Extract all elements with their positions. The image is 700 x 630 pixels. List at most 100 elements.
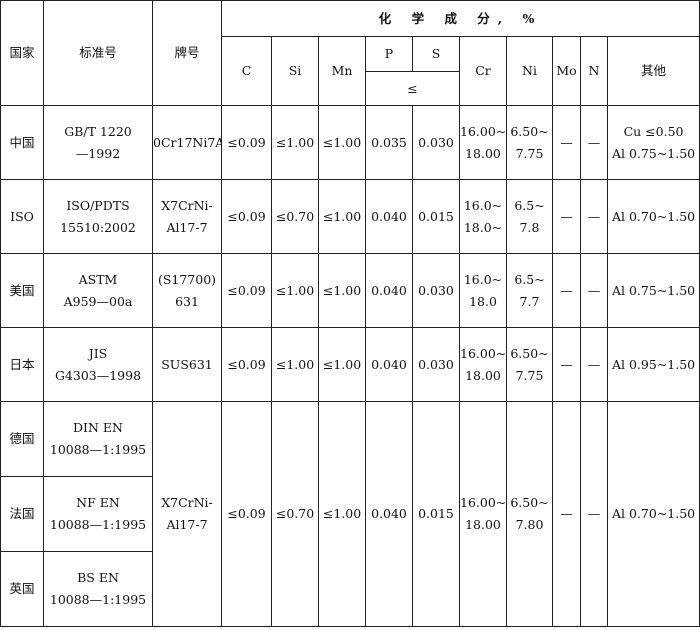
value-Ni-line: 7.80 <box>515 517 544 532</box>
country-text: 德国 <box>9 431 35 446</box>
value-Mo-text: — <box>560 282 573 298</box>
value-P-text: 0.040 <box>371 282 407 298</box>
value-other: Cu ≤0.50 Al 0.75~1.50 <box>606 105 700 180</box>
value-Si-text: ≤1.00 <box>275 356 315 372</box>
header-composition: 化 学 成 分, % <box>220 0 700 37</box>
header-Cr: Cr <box>459 36 507 106</box>
standard: DIN EN 10088—1:1995 <box>43 401 153 477</box>
table-row: 英国 BS EN 10088—1:1995 <box>0 551 700 627</box>
value-Ni-line: 7.75 <box>515 367 544 383</box>
value-other-line: Al 0.75~1.50 <box>611 282 696 298</box>
country: 英国 <box>0 551 44 627</box>
header-Si: Si <box>271 36 319 106</box>
value-Si-text: ≤0.70 <box>275 506 315 521</box>
value-S: 0.015 <box>412 401 460 627</box>
standard-line: 10088—1:1995 <box>49 592 147 607</box>
header-C-text: C <box>241 63 252 78</box>
header-grade: 牌号 <box>152 0 222 106</box>
value-other-line: Al 0.75~1.50 <box>611 145 696 161</box>
table-row: 日本 JIS G4303—1998 SUS631 ≤0.09 ≤1.00 ≤1.00 0.04… <box>0 327 700 402</box>
value-Si-text: ≤1.00 <box>275 282 315 298</box>
value-P-text: 0.040 <box>371 208 407 224</box>
grade-line: Al17-7 <box>166 517 208 532</box>
value-Mo: — <box>552 327 581 402</box>
value-N: — <box>580 105 608 180</box>
value-Ni-line: 7.8 <box>519 219 540 235</box>
value-P: 0.040 <box>365 253 413 328</box>
value-other-line: Al 0.70~1.50 <box>611 208 696 224</box>
header-N-text: N <box>588 63 600 78</box>
value-Ni-line: 6.5~ <box>514 271 545 287</box>
value-Mn-text: ≤1.00 <box>322 134 362 150</box>
value-Mo-text: — <box>560 506 573 521</box>
value-Ni-line: 6.5~ <box>514 197 545 213</box>
value-other: Al 0.75~1.50 <box>606 253 700 328</box>
value-N: — <box>580 179 608 254</box>
grade-line: Al17-7 <box>166 219 208 235</box>
value-other-line: Cu ≤0.50 <box>623 123 684 139</box>
value-Mo: — <box>552 105 581 180</box>
header-P-text: P <box>384 46 394 61</box>
table-row: ISO ISO/PDTS 15510:2002 X7CrNi- Al17-7 ≤0.09 ≤… <box>0 179 700 254</box>
value-Cr-line: 16.00~ <box>460 345 507 361</box>
value-Mn: ≤1.00 <box>318 253 366 328</box>
table-row: 中国 GB/T 1220 —1992 0Cr17Ni7Al ≤0.09 ≤1.00 ≤1.0… <box>0 105 700 180</box>
country-text: 美国 <box>9 282 35 298</box>
country-text: 日本 <box>9 356 35 372</box>
grade-line: 0Cr17Ni7Al <box>153 134 222 150</box>
value-P: 0.040 <box>365 327 413 402</box>
value-Cr: 16.00~ 18.00 <box>459 327 507 402</box>
value-P: 0.035 <box>365 105 413 180</box>
value-Cr-line: 16.0~ <box>463 197 503 213</box>
standard: ASTM A959—00a <box>43 253 153 328</box>
standard: BS EN 10088—1:1995 <box>43 551 153 627</box>
standard-line: 15510:2002 <box>60 219 136 235</box>
value-other-line: Al 0.95~1.50 <box>611 356 696 372</box>
value-Mo-text: — <box>560 134 573 150</box>
value-Ni: 6.5~ 7.7 <box>506 253 553 328</box>
value-S: 0.030 <box>412 253 460 328</box>
value-Mn: ≤1.00 <box>318 179 366 254</box>
header-Mn: Mn <box>318 36 366 106</box>
country: 日本 <box>0 327 44 402</box>
value-S-text: 0.030 <box>418 356 454 372</box>
value-Cr-line: 18.0 <box>469 293 497 309</box>
standard-line: A959—00a <box>63 293 133 309</box>
grade: 0Cr17Ni7Al <box>152 105 222 180</box>
value-other: Al 0.95~1.50 <box>606 327 700 402</box>
value-P-text: 0.035 <box>371 134 407 150</box>
value-Cr-line: 16.00~ <box>460 123 507 139</box>
value-Cr-line: 18.00 <box>465 367 501 383</box>
value-N: — <box>580 401 608 627</box>
header-Ni: Ni <box>506 36 553 106</box>
header-composition-text: 化 学 成 分, % <box>378 10 543 26</box>
value-Cr-line: 16.0~ <box>463 271 503 287</box>
country-text: 英国 <box>9 581 35 596</box>
value-Cr-line: 18.00 <box>465 517 501 532</box>
value-Si: ≤1.00 <box>271 327 319 402</box>
value-P: 0.040 <box>365 179 413 254</box>
grade-line: (S17700) <box>157 271 217 287</box>
value-P-text: 0.040 <box>371 506 407 521</box>
country: ISO <box>0 179 44 254</box>
grade: (S17700) 631 <box>152 253 222 328</box>
value-Ni-line: 6.50~ <box>510 345 549 361</box>
value-Ni-line: 6.50~ <box>510 123 549 139</box>
value-C: ≤0.09 <box>221 327 272 402</box>
value-Cr-line: 18.0~ <box>463 219 503 235</box>
value-Cr: 16.0~ 18.0 <box>459 253 507 328</box>
grade-line: SUS631 <box>161 356 213 372</box>
grade: X7CrNi- Al17-7 <box>152 401 222 627</box>
table-row: 美国 ASTM A959—00a (S17700) 631 ≤0.09 ≤1.00 ≤1.00… <box>0 253 700 328</box>
value-C-text: ≤0.09 <box>227 134 266 150</box>
value-C-text: ≤0.09 <box>227 506 266 521</box>
header-Ni-text: Ni <box>522 63 537 78</box>
value-Ni-line: 6.50~ <box>510 495 549 510</box>
value-N-text: — <box>587 208 601 224</box>
standard-line: JIS <box>88 345 108 361</box>
header-Si-text: Si <box>288 63 302 78</box>
grade-line: X7CrNi- <box>161 495 213 510</box>
standard-line: NF EN <box>76 495 120 510</box>
header-max: ≤ <box>365 71 460 106</box>
